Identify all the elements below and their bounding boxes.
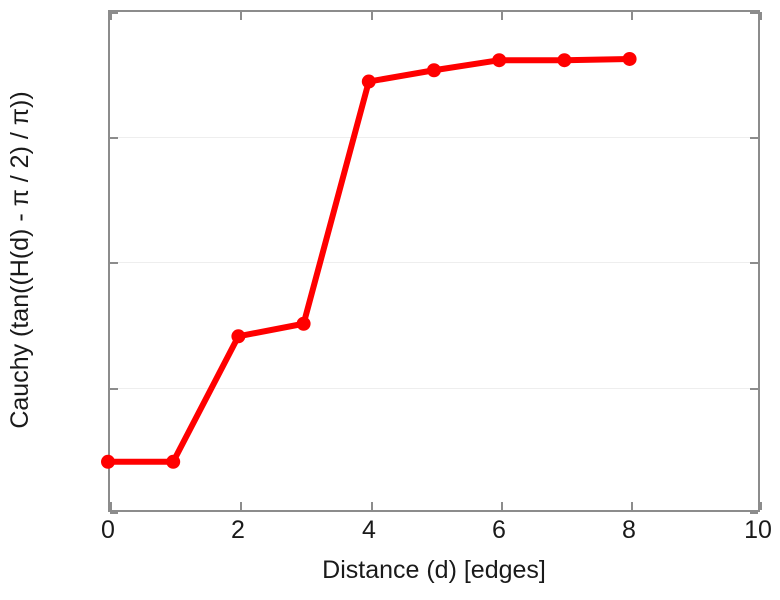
x-tick-2 [240, 502, 242, 510]
x-tick-4 [371, 502, 373, 510]
x-tick-0 [110, 502, 112, 510]
x-tick-top-10 [760, 12, 762, 20]
x-tick-top-0 [110, 12, 112, 20]
y-tick-0.2 [110, 12, 118, 14]
x-tick-top-8 [631, 12, 633, 20]
y-tick--0.1 [110, 388, 118, 390]
x-tick-10 [760, 502, 762, 510]
y-tick-right--0.1 [750, 388, 758, 390]
y-tick-0.1 [110, 137, 118, 139]
x-tick-top-2 [240, 12, 242, 20]
x-tick-label-8: 8 [622, 516, 636, 544]
x-tick-label-4: 4 [362, 516, 376, 544]
x-tick-8 [631, 502, 633, 510]
x-tick-label-0: 0 [101, 516, 115, 544]
y-axis-label: Cauchy (tan((H(d) - π / 2) / π)) [5, 91, 34, 429]
x-tick-label-2: 2 [231, 516, 245, 544]
plot-area [108, 10, 762, 514]
gridline-0.1 [110, 137, 758, 138]
gridline--0.1 [110, 388, 758, 389]
x-tick-label-6: 6 [492, 516, 506, 544]
x-tick-top-6 [501, 12, 503, 20]
y-tick-right-0.1 [750, 137, 758, 139]
y-tick-right--0.2 [750, 512, 758, 514]
y-tick-right-0 [750, 262, 758, 264]
x-tick-6 [501, 502, 503, 510]
x-tick-label-10: 10 [744, 516, 772, 544]
x-tick-top-4 [371, 12, 373, 20]
y-tick-0 [110, 262, 118, 264]
y-tick-right-0.2 [750, 12, 758, 14]
x-axis-label: Distance (d) [edges] [322, 556, 546, 584]
y-tick--0.2 [110, 512, 118, 514]
gridline-0 [110, 262, 758, 263]
